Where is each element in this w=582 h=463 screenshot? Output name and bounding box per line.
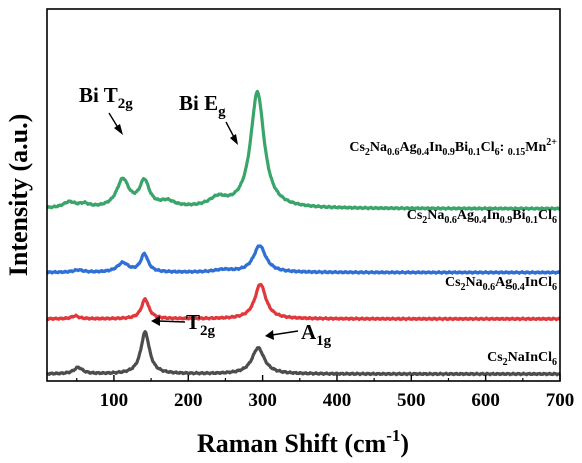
t2g-sub: 2g (200, 323, 216, 339)
x-axis-label-sup: -1 (386, 426, 400, 445)
series-label-part: In (429, 140, 442, 155)
series-label-part: InCl (525, 275, 552, 290)
series-label-mn-doped: Cs2Na0.6Ag0.4In0.9Bi0.1Cl6: 0.15Mn2+ (349, 137, 557, 158)
t2g-base: T (186, 310, 200, 334)
series-label-part: 2+ (546, 137, 557, 148)
series-label-part: 0.4 (417, 147, 430, 158)
bi-t2g-sub: 2g (118, 96, 134, 112)
series-label-part: Cl (538, 208, 552, 223)
series-label-in09bi01: Cs2Na0.6Ag0.4In0.9Bi0.1Cl6 (407, 208, 557, 226)
bi-eg-label: Bi Eg (179, 91, 226, 120)
a1g-arrowhead (265, 330, 274, 340)
series-label-part: Cl (481, 140, 495, 155)
x-tick-label: 500 (397, 390, 426, 411)
series-label-part: 6 (495, 147, 500, 158)
t2g-label: T2g (186, 310, 216, 339)
series-label-part: Cs (487, 350, 503, 365)
series-label-part: Ag (495, 275, 512, 290)
x-axis-label: Raman Shift (cm-1) (197, 426, 409, 458)
bi-eg-arrowhead (230, 134, 238, 145)
t2g-arrowhead (151, 316, 160, 326)
series-label-part: NaInCl (508, 350, 552, 365)
series-label-part: 6 (552, 357, 557, 368)
series-label-part: Mn (525, 140, 546, 155)
series-label-part: Bi (512, 208, 525, 223)
series-line-s3 (46, 244, 562, 275)
x-axis-label-main: Raman Shift (cm (197, 429, 387, 458)
series-label-part: Cs (349, 140, 365, 155)
series-label-part: In (487, 208, 500, 223)
series-line-s1 (46, 330, 562, 377)
series-label-part: 0.6 (483, 282, 496, 293)
series-label-part: 2 (365, 147, 370, 158)
series-label-part: 6 (552, 215, 557, 226)
series-label-part: 0.4 (512, 282, 525, 293)
a1g-label: A1g (301, 320, 332, 349)
series-label-part: Cs (407, 208, 423, 223)
series-label-part: 0.4 (474, 215, 487, 226)
series-label-part: 0.9 (500, 215, 513, 226)
series-label-part: Cs (445, 275, 461, 290)
series-label-part: 6 (552, 282, 557, 293)
a1g-arrow (271, 330, 299, 336)
bi-t2g-base: Bi T (79, 83, 118, 107)
series-label-part: 2 (503, 357, 508, 368)
bi-t2g-arrowhead (114, 124, 123, 135)
t2g-arrow (157, 320, 186, 323)
bi-t2g-label: Bi T2g (79, 83, 133, 112)
series-label-part: 0.1 (526, 215, 539, 226)
x-axis-label-end: ) (400, 429, 409, 458)
series-label-part: 0.6 (444, 215, 457, 226)
series-label-part: Na (370, 140, 387, 155)
series-label-part: 0.15 (508, 147, 526, 158)
x-tick-label: 100 (100, 390, 129, 411)
series-label-part: Bi (455, 140, 468, 155)
plot-frame (46, 8, 561, 382)
series-label-part: 2 (422, 215, 427, 226)
x-tick-label: 600 (471, 390, 500, 411)
series-label-part: : (500, 140, 508, 155)
a1g-base: A (301, 320, 317, 344)
series-label-part: Na (427, 208, 444, 223)
y-axis-label: Intensity (a.u.) (4, 114, 33, 277)
series-label-part: Ag (457, 208, 474, 223)
series-label-part: 0.1 (468, 147, 481, 158)
x-tick-label: 300 (248, 390, 277, 411)
bi-eg-sub: g (218, 104, 226, 120)
series-label-part: 0.6 (387, 147, 400, 158)
x-tick-label: 200 (174, 390, 203, 411)
series-label-part: Ag (400, 140, 417, 155)
series-label-part: 2 (461, 282, 466, 293)
series-line-s4 (45, 89, 561, 211)
a1g-sub: 1g (316, 333, 332, 349)
bi-eg-base: Bi E (179, 91, 218, 115)
series-label-part: 0.9 (442, 147, 455, 158)
series-label-part: Na (466, 275, 483, 290)
x-tick-label: 700 (546, 390, 575, 411)
series-label-na06ag04incl6: Cs2Na0.6Ag0.4InCl6 (445, 275, 557, 293)
series-line-s2 (46, 282, 562, 322)
x-tick-label: 400 (323, 390, 352, 411)
series-label-cs2naincl6: Cs2NaInCl6 (487, 350, 557, 368)
